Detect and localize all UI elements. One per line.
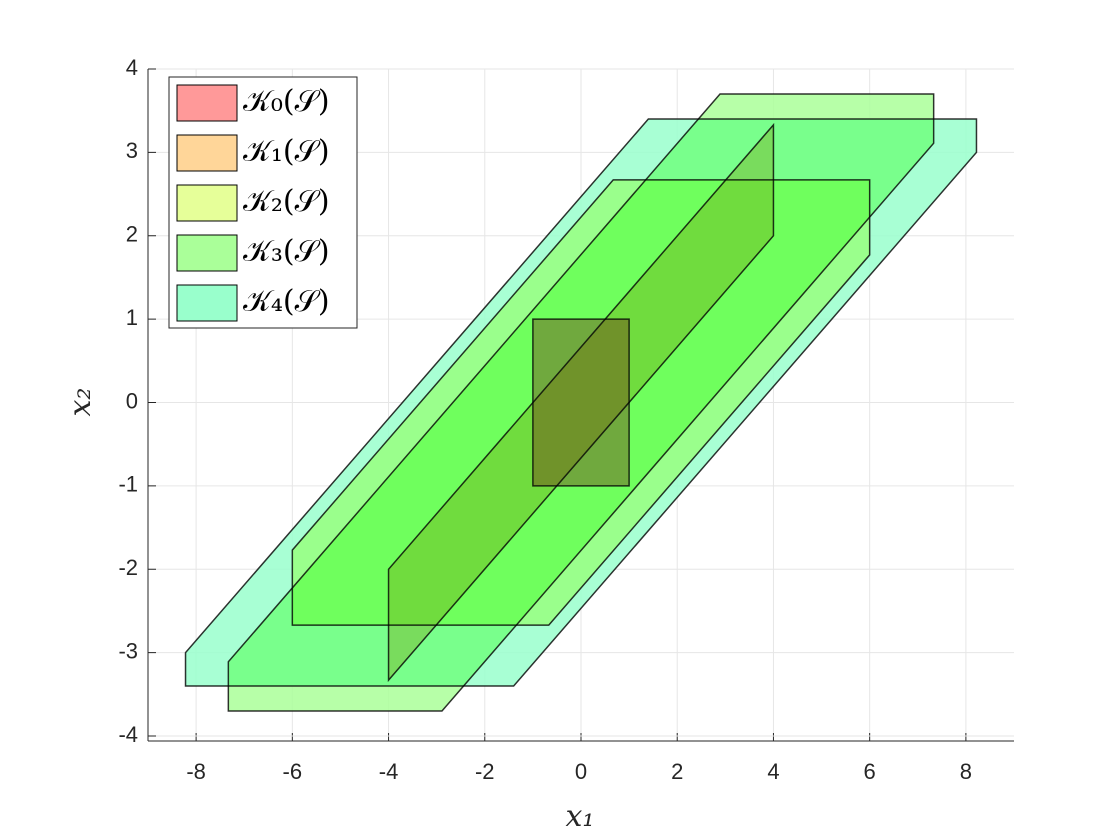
x-tick-label: -6 [283, 759, 303, 784]
x-tick-label: 6 [864, 759, 876, 784]
x-tick-label: -2 [475, 759, 495, 784]
plot-area [184, 93, 978, 712]
legend-label: 𝒦₄(𝒮) [243, 284, 330, 319]
x-tick-label: 2 [671, 759, 683, 784]
y-tick-label: 3 [126, 138, 138, 163]
legend-swatch [176, 284, 238, 322]
y-axis-label: x₂ [63, 388, 98, 417]
legend-label: 𝒦₁(𝒮) [243, 134, 330, 169]
y-tick-label: -2 [118, 555, 138, 580]
y-tick-label: 4 [126, 55, 138, 80]
y-tick-label: 0 [126, 388, 138, 413]
x-tick-label: 8 [960, 759, 972, 784]
y-tick-label: 2 [126, 222, 138, 247]
legend-swatch [176, 184, 238, 222]
x-tick-label: 4 [767, 759, 779, 784]
region [184, 118, 978, 687]
y-tick-label: 1 [126, 305, 138, 330]
x-tick-label: -4 [379, 759, 399, 784]
y-tick-label: -1 [118, 472, 138, 497]
x-tick-label: -8 [186, 759, 206, 784]
x-axis-label: x₁ [566, 799, 595, 834]
y-tick-label: -4 [118, 722, 138, 747]
legend-swatch [176, 134, 238, 172]
legend-label: 𝒦₃(𝒮) [243, 234, 330, 269]
x-tick-label: 0 [575, 759, 587, 784]
y-tick-label: -3 [118, 638, 138, 663]
legend-swatch [176, 234, 238, 272]
legend-label: 𝒦₀(𝒮) [243, 84, 330, 119]
legend-label: 𝒦₂(𝒮) [243, 184, 330, 219]
legend-swatch [176, 84, 238, 122]
